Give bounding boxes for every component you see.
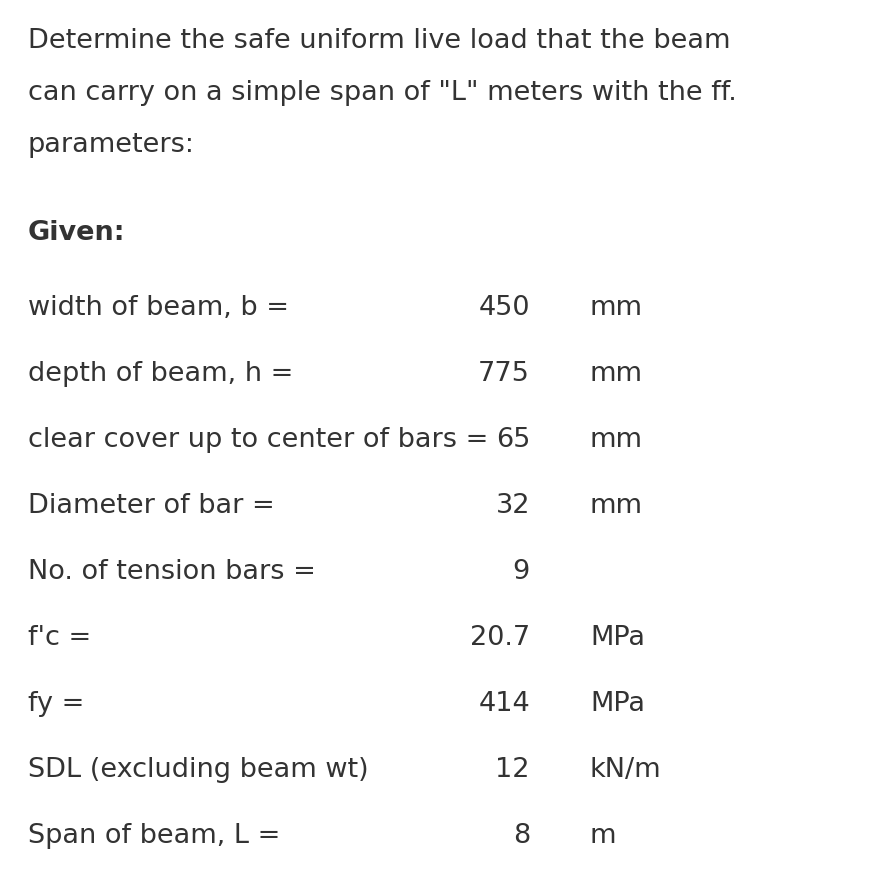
Text: 32: 32 (495, 493, 530, 518)
Text: MPa: MPa (590, 690, 645, 716)
Text: m: m (590, 822, 616, 848)
Text: 20.7: 20.7 (469, 625, 530, 650)
Text: Diameter of bar =: Diameter of bar = (28, 493, 275, 518)
Text: 450: 450 (478, 295, 530, 321)
Text: 65: 65 (496, 426, 530, 453)
Text: mm: mm (590, 361, 643, 386)
Text: mm: mm (590, 295, 643, 321)
Text: No. of tension bars =: No. of tension bars = (28, 558, 316, 585)
Text: mm: mm (590, 426, 643, 453)
Text: 12: 12 (495, 756, 530, 782)
Text: clear cover up to center of bars =: clear cover up to center of bars = (28, 426, 488, 453)
Text: depth of beam, h =: depth of beam, h = (28, 361, 293, 386)
Text: fy =: fy = (28, 690, 84, 716)
Text: Given:: Given: (28, 220, 125, 245)
Text: Span of beam, L =: Span of beam, L = (28, 822, 280, 848)
Text: width of beam, b =: width of beam, b = (28, 295, 289, 321)
Text: Determine the safe uniform live load that the beam: Determine the safe uniform live load tha… (28, 28, 731, 54)
Text: kN/m: kN/m (590, 756, 661, 782)
Text: 775: 775 (478, 361, 530, 386)
Text: parameters:: parameters: (28, 132, 195, 158)
Text: mm: mm (590, 493, 643, 518)
Text: SDL (excluding beam wt): SDL (excluding beam wt) (28, 756, 369, 782)
Text: 9: 9 (513, 558, 530, 585)
Text: can carry on a simple span of "L" meters with the ff.: can carry on a simple span of "L" meters… (28, 80, 737, 106)
Text: f'c =: f'c = (28, 625, 92, 650)
Text: 8: 8 (513, 822, 530, 848)
Text: MPa: MPa (590, 625, 645, 650)
Text: 414: 414 (478, 690, 530, 716)
